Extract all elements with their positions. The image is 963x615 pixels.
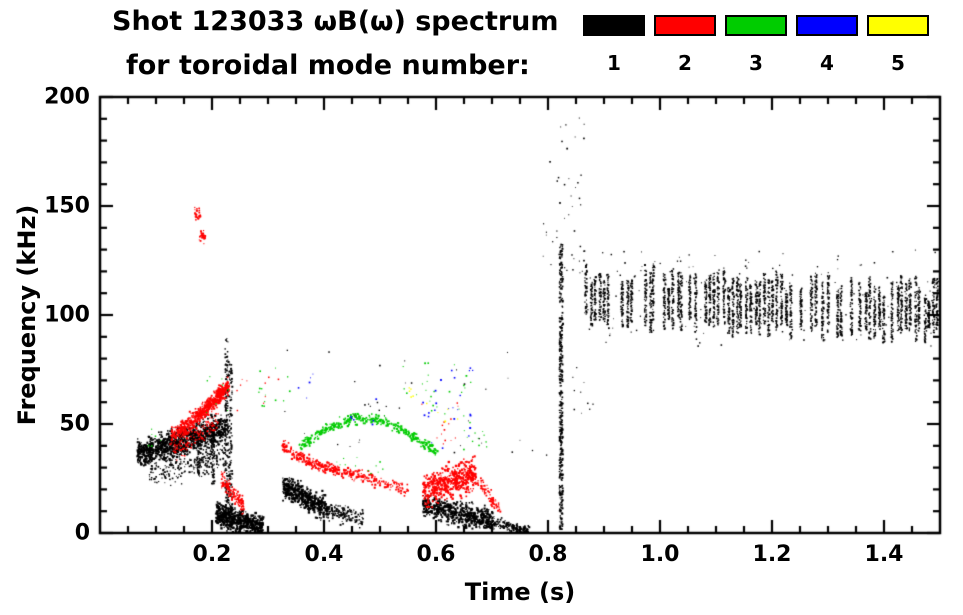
legend-label-mode-1: 1: [607, 51, 621, 75]
y-tick-label: 150: [44, 193, 90, 219]
x-tick-label: 0.2: [192, 542, 232, 567]
x-tick-label: 0.8: [528, 542, 568, 567]
y-tick-label: 50: [59, 411, 90, 437]
y-tick-label: 200: [44, 84, 90, 110]
legend-item-mode-3: 3: [725, 15, 787, 75]
legend-swatch-mode-5: [867, 15, 929, 36]
x-tick-label: 0.4: [304, 542, 344, 567]
legend-swatch-mode-3: [725, 15, 787, 36]
x-axis-label: Time (s): [464, 578, 576, 606]
x-tick-label: 0.6: [416, 542, 456, 567]
legend-label-mode-4: 4: [820, 51, 834, 75]
legend-item-mode-4: 4: [796, 15, 858, 75]
legend-swatch-mode-1: [583, 15, 645, 36]
x-tick-label: 1.4: [864, 542, 904, 567]
legend-item-mode-2: 2: [654, 15, 716, 75]
y-tick-label: 100: [44, 302, 90, 328]
x-tick-label: 1.0: [640, 542, 680, 567]
legend-label-mode-3: 3: [749, 51, 763, 75]
x-tick-label: 1.2: [752, 542, 792, 567]
legend-item-mode-1: 1: [583, 15, 645, 75]
figure-subtitle: for toroidal mode number:: [126, 50, 530, 81]
mode-legend: 1 2 3 4 5: [583, 15, 929, 75]
legend-item-mode-5: 5: [867, 15, 929, 75]
legend-swatch-mode-4: [796, 15, 858, 36]
legend-label-mode-2: 2: [678, 51, 692, 75]
y-axis-label: Frequency (kHz): [13, 204, 41, 426]
legend-label-mode-5: 5: [891, 51, 905, 75]
y-tick-label: 0: [74, 520, 90, 546]
figure-title: Shot 123033 ωB(ω) spectrum: [112, 6, 559, 37]
legend-swatch-mode-2: [654, 15, 716, 36]
